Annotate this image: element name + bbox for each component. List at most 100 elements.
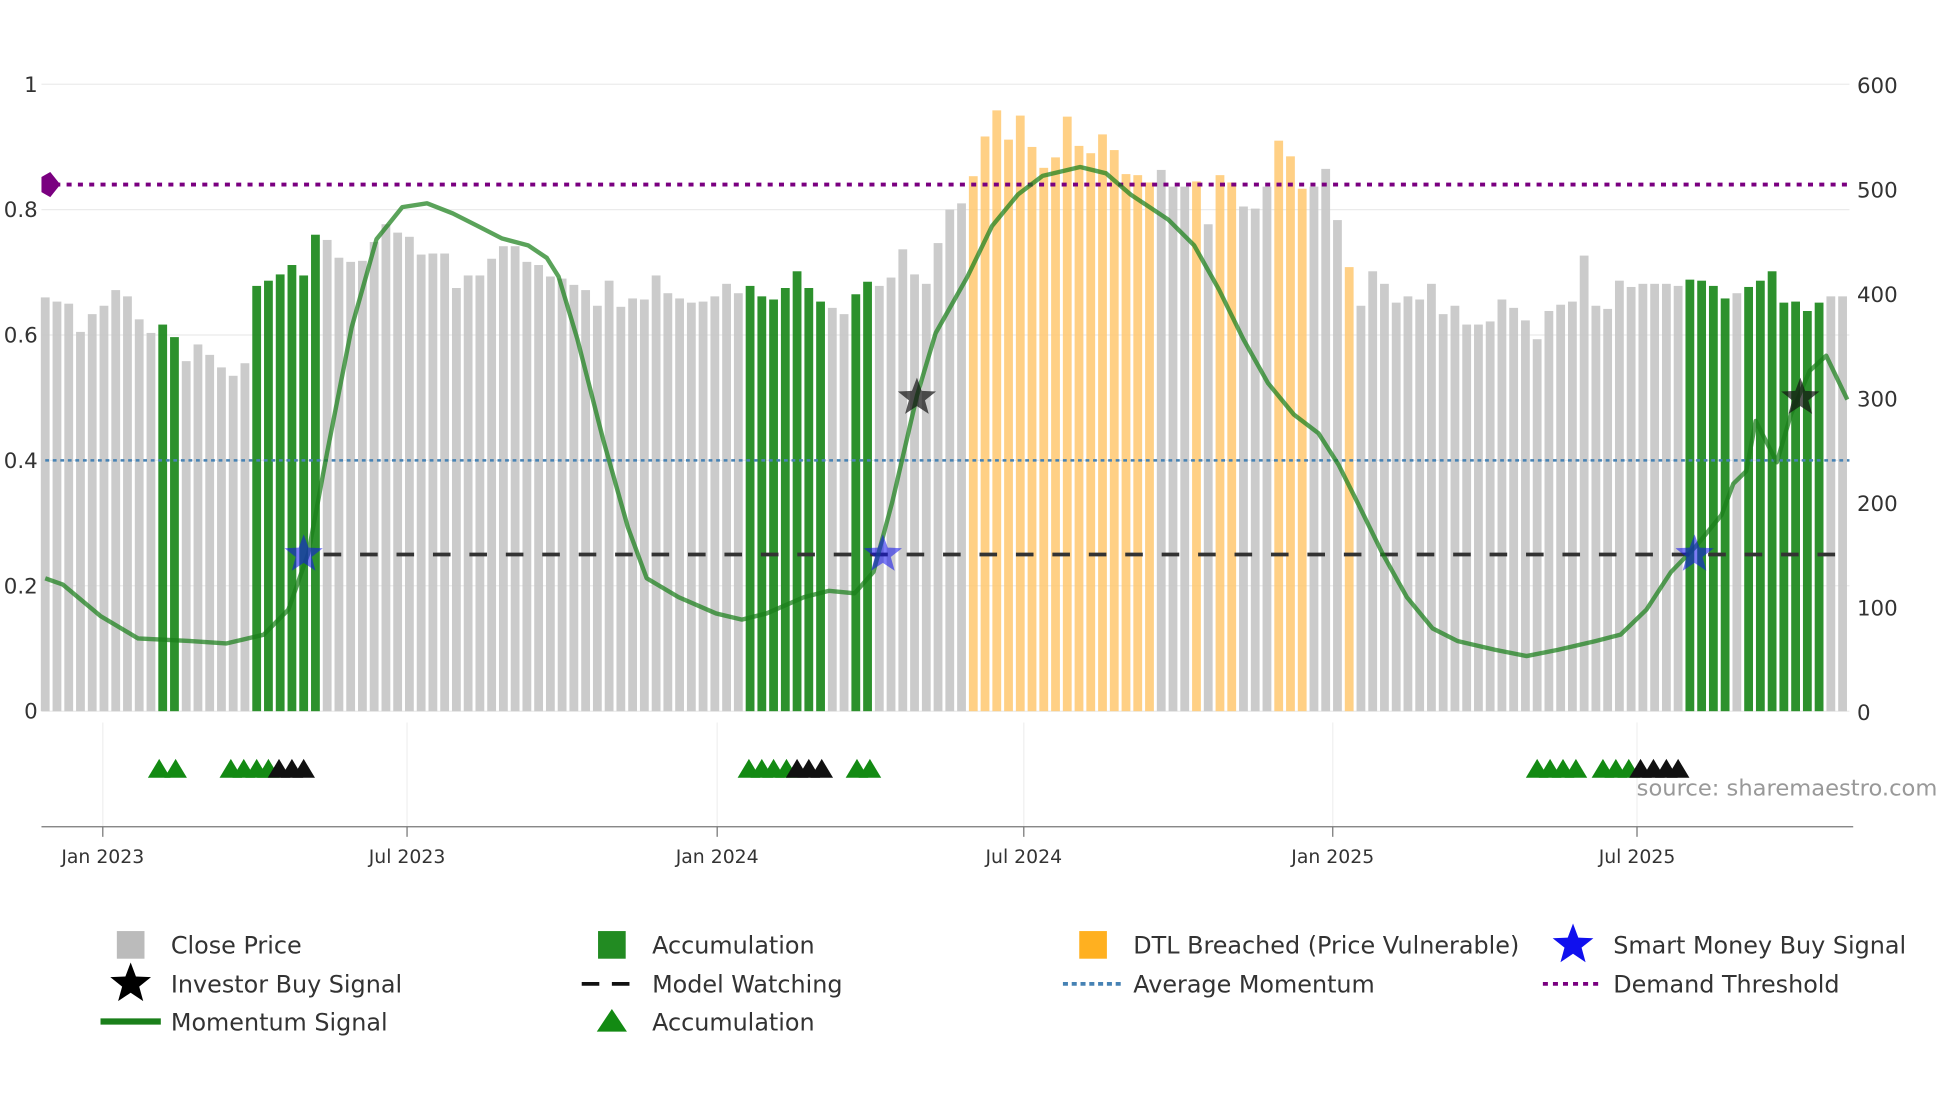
x-tick-label: Jan 2023 xyxy=(60,847,144,868)
dtl-breached-bar xyxy=(1274,140,1284,712)
close-price-bar xyxy=(1591,305,1601,712)
accumulation-bar xyxy=(780,288,790,712)
accumulation-triangle-dark xyxy=(1666,758,1690,778)
left-tick-label: 0.8 xyxy=(4,198,38,223)
dtl-breached-bar xyxy=(1109,150,1119,712)
accumulation-bar xyxy=(792,271,802,712)
close-price-bar xyxy=(945,209,955,712)
close-price-bar xyxy=(1368,271,1378,712)
close-price-bar xyxy=(686,302,696,712)
left-tick-label: 0.4 xyxy=(4,449,38,474)
close-price-bar xyxy=(545,276,555,712)
legend-label: Average Momentum xyxy=(1133,971,1375,999)
close-price-bar xyxy=(710,296,720,712)
close-price-bar xyxy=(76,331,85,712)
close-price-bar xyxy=(933,243,943,712)
axes: 0 0.2 0.4 0.6 0.8 1 0 100 200 300 400 500 600 Jan 202… xyxy=(4,73,1898,868)
legend-item: Close Price xyxy=(116,931,302,960)
legend-item: Model Watching xyxy=(581,971,842,999)
close-price-bar xyxy=(1673,285,1683,712)
close-price-bar xyxy=(1661,283,1671,712)
green-square-icon xyxy=(598,931,626,959)
accumulation-bar xyxy=(1779,302,1789,712)
x-tick-label: Jan 2024 xyxy=(675,847,759,868)
accumulation-bar xyxy=(769,299,778,712)
close-price-bar xyxy=(1638,283,1648,712)
close-price-bar xyxy=(957,203,966,712)
dtl-breached-bar xyxy=(1074,145,1084,712)
close-price-bar xyxy=(487,258,497,712)
close-price-bar xyxy=(346,261,356,712)
close-price-bar xyxy=(1579,255,1589,712)
accumulation-bar xyxy=(1685,279,1695,712)
close-price-bar xyxy=(440,253,450,712)
close-price-bar xyxy=(228,375,238,712)
close-price-bar xyxy=(1826,296,1836,712)
close-price-bar xyxy=(1427,283,1436,712)
legend: Close Price Accumulation DTL Breached (Pri… xyxy=(100,923,1906,1036)
dtl-breached-bar xyxy=(1192,181,1201,712)
close-price-bar xyxy=(205,354,215,712)
legend-label: Accumulation xyxy=(652,1008,815,1036)
close-price-bar xyxy=(921,283,931,712)
right-tick-label: 600 xyxy=(1857,74,1898,99)
close-price-bar xyxy=(1262,186,1272,712)
close-price-bar xyxy=(1532,339,1542,712)
momentum-line xyxy=(44,164,1850,659)
close-price-bar xyxy=(1521,320,1530,712)
close-price-bar xyxy=(475,275,485,712)
close-price-bar xyxy=(358,260,367,712)
accumulation-bar xyxy=(745,285,755,712)
close-price-bar xyxy=(193,344,203,712)
close-price-bar xyxy=(322,239,332,712)
close-price-bar xyxy=(217,367,226,712)
left-tick-label: 1 xyxy=(24,73,38,98)
dtl-breached-bar xyxy=(1145,182,1154,712)
close-price-bar xyxy=(1168,186,1178,712)
legend-item: Momentum Signal xyxy=(100,1008,388,1036)
smart-money-buy-star xyxy=(863,534,902,571)
legend-item: Average Momentum xyxy=(1062,971,1375,999)
accumulation-bar xyxy=(1814,302,1824,712)
investor-buy-star xyxy=(1781,377,1820,414)
close-price-bar xyxy=(1450,305,1460,712)
accumulation-bar xyxy=(863,281,872,712)
legend-item: Smart Money Buy Signal xyxy=(1552,923,1906,963)
left-tick-label: 0.6 xyxy=(4,324,38,349)
accumulation-bar xyxy=(1697,280,1707,712)
right-tick-label: 0 xyxy=(1857,701,1871,726)
close-price-bar xyxy=(1497,299,1507,712)
close-price-bar xyxy=(1556,304,1566,712)
close-price-bar xyxy=(240,363,250,712)
accumulation-bar xyxy=(299,275,309,712)
close-price-bar xyxy=(698,301,708,712)
close-price-bar xyxy=(1474,324,1483,712)
legend-label: DTL Breached (Price Vulnerable) xyxy=(1133,932,1519,960)
close-price-bar xyxy=(428,253,438,712)
x-tick-label: Jan 2025 xyxy=(1290,847,1374,868)
accumulation-bar xyxy=(170,337,179,712)
close-price-bar xyxy=(369,242,379,712)
accumulation-bar xyxy=(1791,301,1800,712)
close-price-bar xyxy=(451,288,461,712)
accumulation-bar xyxy=(1708,285,1718,712)
close-price-bar xyxy=(639,299,649,712)
dtl-breached-bar xyxy=(1098,134,1107,712)
close-price-bar xyxy=(675,298,684,712)
close-price-bar xyxy=(1485,321,1495,712)
legend-label: Momentum Signal xyxy=(171,1008,388,1036)
close-price-bar xyxy=(381,224,391,712)
close-price-bar xyxy=(1438,314,1448,712)
source-label: source: sharemaestro.com xyxy=(1637,775,1938,801)
close-price-bar xyxy=(1180,186,1190,712)
close-price-bar xyxy=(498,246,508,712)
right-tick-label: 200 xyxy=(1857,492,1898,517)
accumulation-bar xyxy=(1755,280,1765,712)
close-price-bar xyxy=(898,249,908,712)
close-price-bar xyxy=(1650,283,1660,712)
close-price-bar xyxy=(416,254,426,712)
dtl-breached-bar xyxy=(1015,115,1025,712)
close-price-bar xyxy=(604,280,614,712)
triangle-icon xyxy=(596,1008,627,1032)
close-price-bar xyxy=(592,305,602,712)
